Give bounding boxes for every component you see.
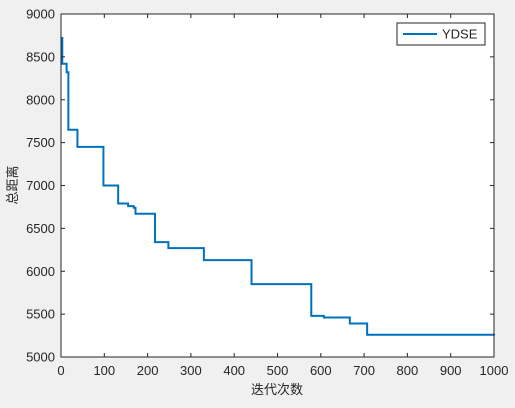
x-tick-label: 1000 [480, 363, 509, 378]
x-tick-label: 900 [440, 363, 462, 378]
x-tick-label: 200 [137, 363, 159, 378]
x-tick-label: 300 [180, 363, 202, 378]
legend-box [396, 22, 486, 46]
y-tick-label: 7000 [26, 178, 55, 193]
x-axis-label: 迭代次数 [251, 382, 303, 397]
y-axis-label: 总距离 [5, 165, 20, 204]
y-tick-label: 5500 [26, 307, 55, 322]
y-tick-label: 8500 [26, 49, 55, 64]
x-tick-label: 0 [57, 363, 64, 378]
y-tick-label: 8000 [26, 92, 55, 107]
x-tick-label: 500 [267, 363, 289, 378]
y-tick-label: 6500 [26, 221, 55, 236]
series-line-0 [61, 37, 495, 336]
y-tick-label: 7500 [26, 135, 55, 150]
x-tick-label: 800 [397, 363, 419, 378]
y-tick-label: 6000 [26, 264, 55, 279]
x-tick-label: 400 [223, 363, 245, 378]
plot-area [61, 14, 494, 357]
x-tick-label: 600 [310, 363, 332, 378]
x-tick-label: 700 [353, 363, 375, 378]
x-tick-label: 100 [93, 363, 115, 378]
y-tick-label: 9000 [26, 7, 55, 22]
legend-label-0: YDSE [442, 27, 478, 42]
y-tick-label: 5000 [26, 350, 55, 365]
